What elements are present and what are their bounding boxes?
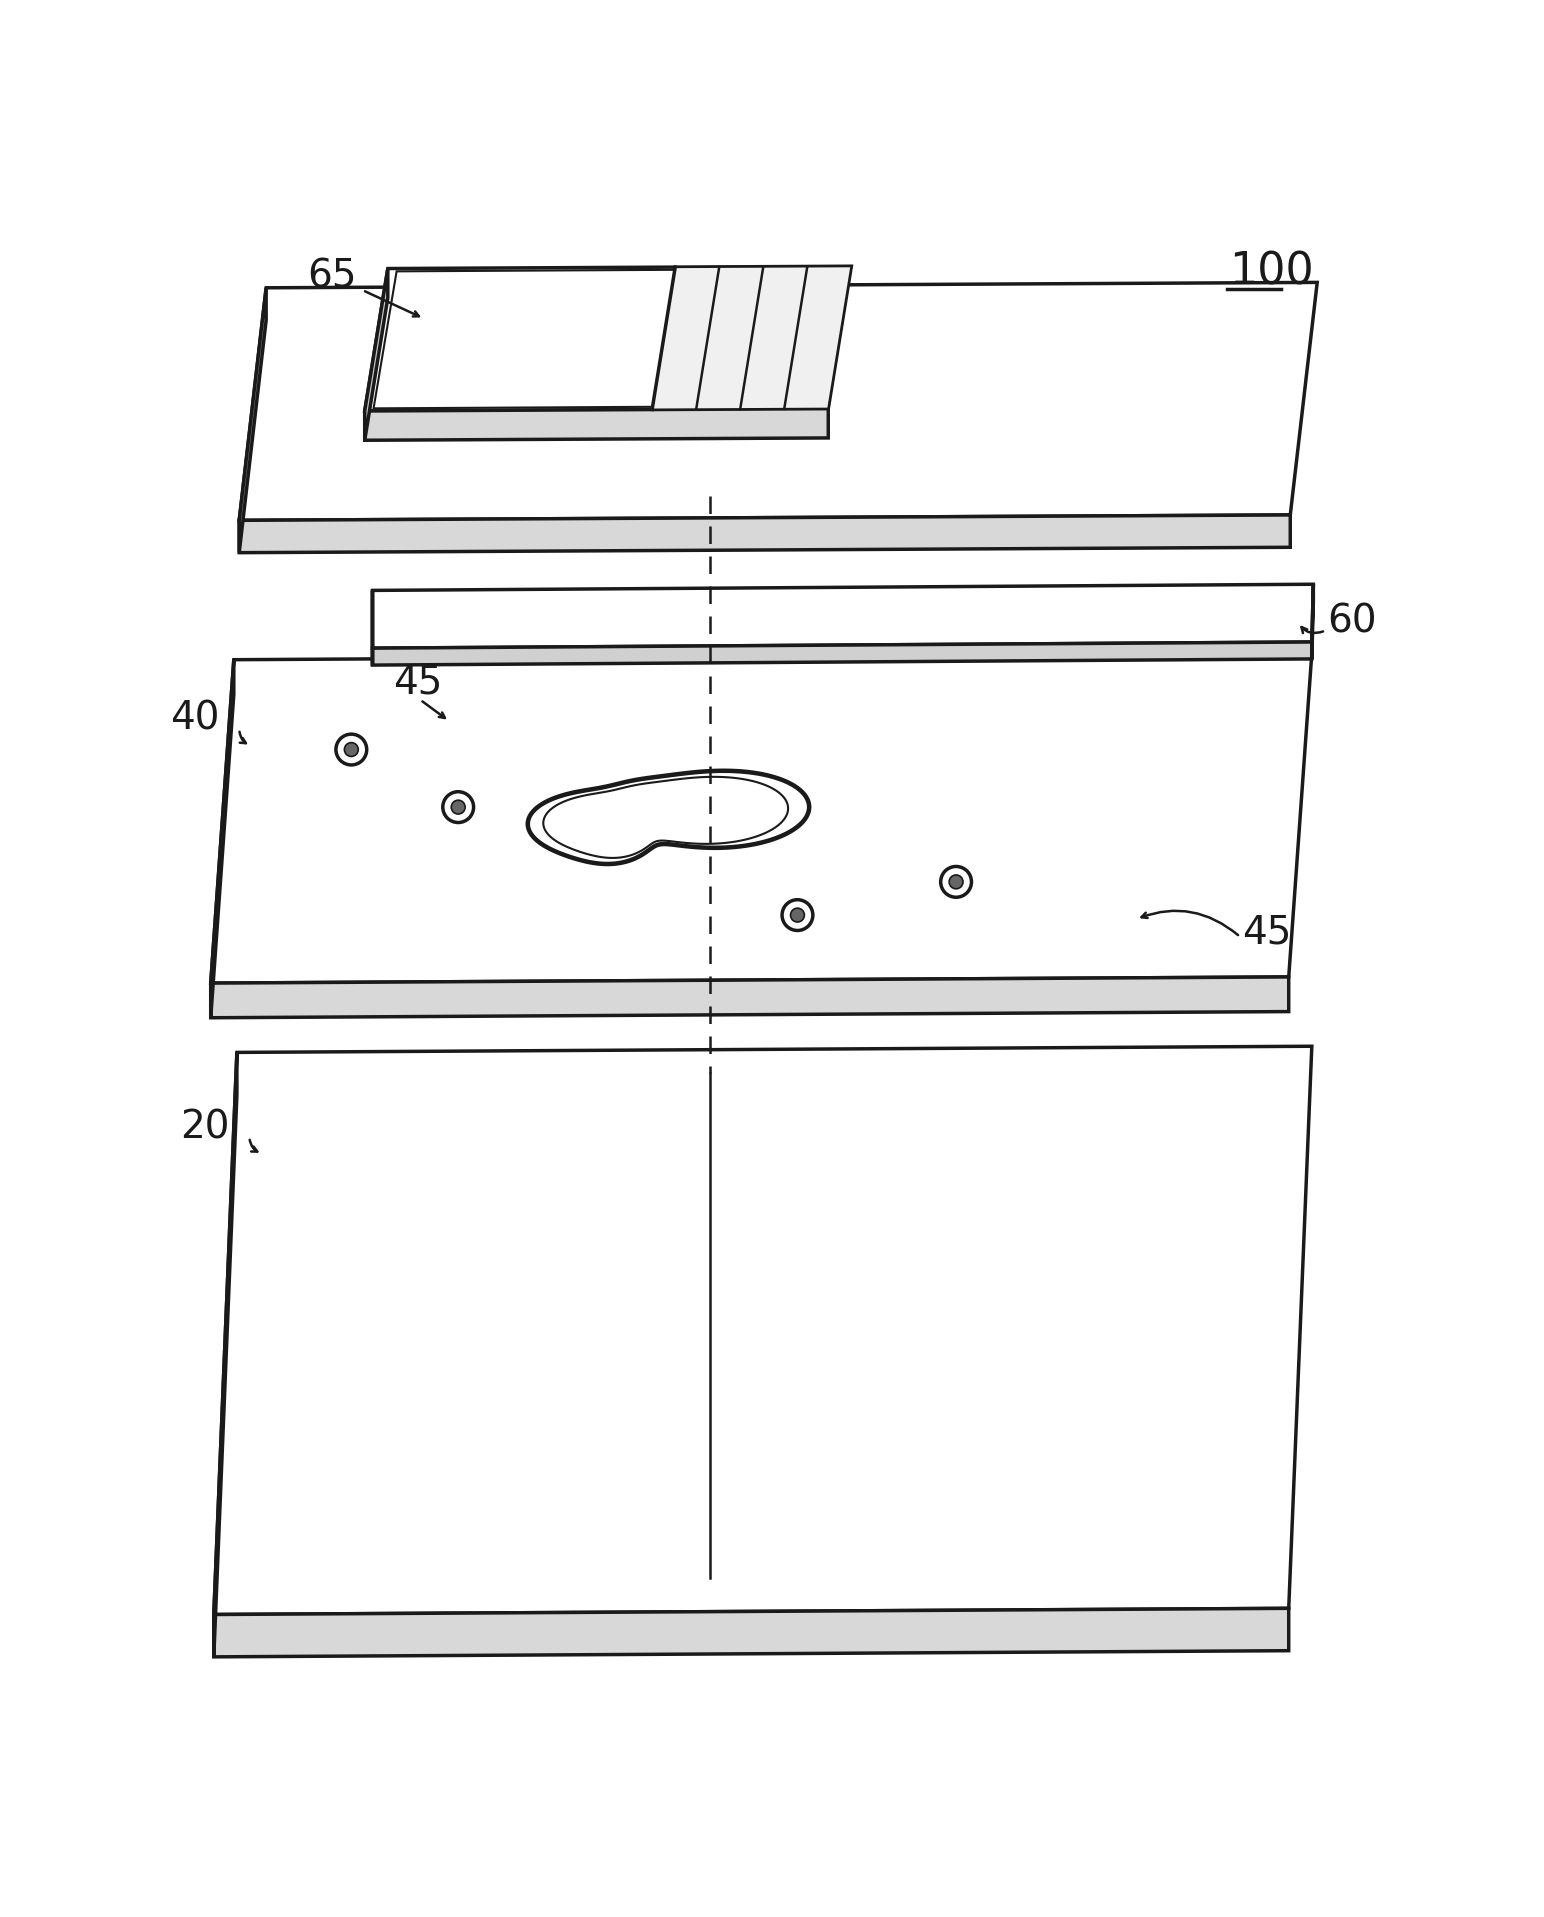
Polygon shape [213, 1052, 236, 1656]
Polygon shape [210, 659, 233, 1018]
Text: 100: 100 [1229, 251, 1314, 293]
Polygon shape [213, 1608, 1289, 1656]
Text: 45: 45 [394, 663, 443, 702]
Circle shape [940, 866, 971, 897]
Circle shape [950, 874, 963, 889]
Text: 20: 20 [179, 1108, 229, 1146]
Text: 45: 45 [1243, 912, 1292, 951]
Text: 40: 40 [170, 700, 219, 738]
Circle shape [443, 792, 474, 822]
Circle shape [337, 734, 367, 765]
Text: 65: 65 [307, 257, 357, 295]
Polygon shape [210, 978, 1289, 1018]
Polygon shape [528, 771, 809, 865]
Circle shape [451, 799, 465, 815]
Circle shape [344, 742, 358, 757]
Polygon shape [364, 266, 851, 410]
Text: 60: 60 [1328, 602, 1377, 640]
Polygon shape [372, 585, 1314, 648]
Polygon shape [364, 408, 828, 441]
Polygon shape [372, 642, 1312, 665]
Polygon shape [652, 266, 851, 410]
Polygon shape [210, 654, 1312, 983]
Polygon shape [213, 1047, 1312, 1614]
Circle shape [783, 899, 812, 930]
Polygon shape [364, 268, 388, 441]
Circle shape [791, 909, 804, 922]
Polygon shape [239, 288, 266, 552]
Polygon shape [239, 516, 1291, 552]
Polygon shape [239, 282, 1317, 520]
